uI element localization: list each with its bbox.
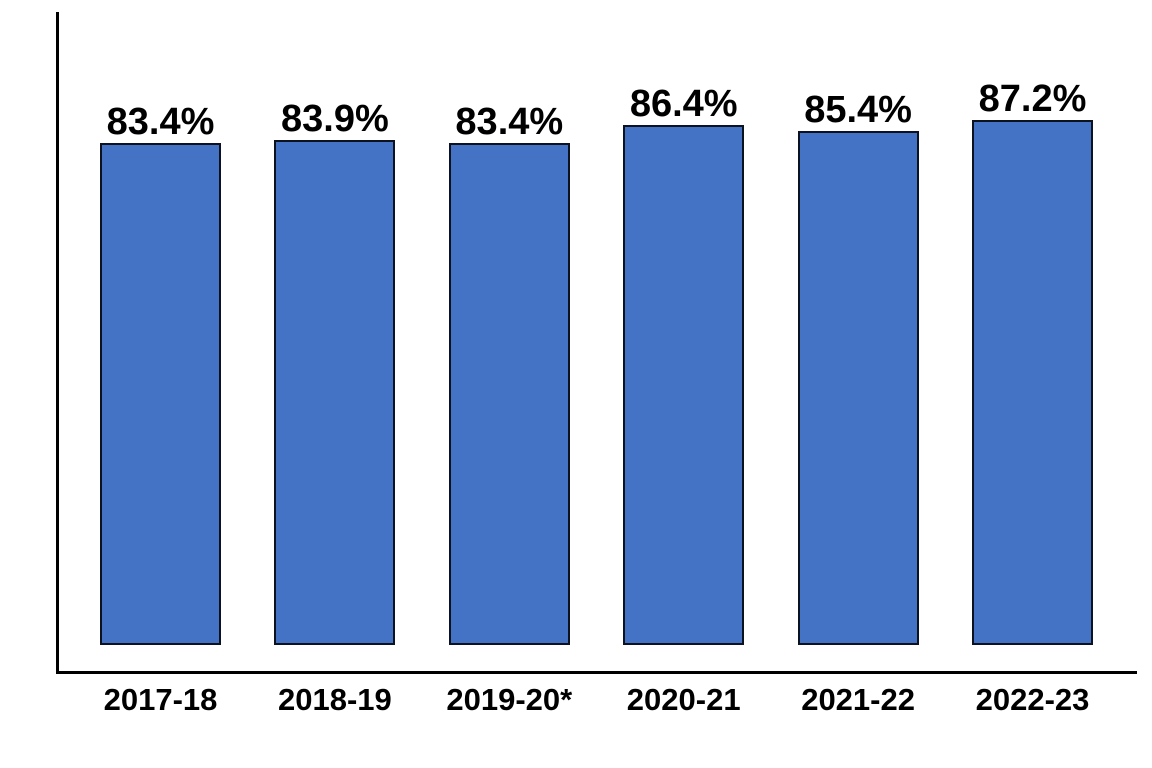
x-axis-category-label: 2021-22 <box>801 682 915 717</box>
bar <box>972 120 1093 645</box>
bar-value-label: 86.4% <box>629 83 738 125</box>
bar <box>274 140 396 645</box>
x-axis-category-label: 2017-18 <box>103 682 218 717</box>
bar <box>797 131 919 645</box>
bar <box>448 143 570 645</box>
y-axis-line <box>56 12 59 674</box>
x-axis-line <box>56 671 1137 674</box>
x-axis-category-label: 2019-20* <box>446 682 573 717</box>
x-axis-category-label: 2020-21 <box>626 682 741 717</box>
bar-value-label: 83.4% <box>106 101 215 143</box>
bar-value-label: 87.2% <box>978 78 1087 120</box>
bar-value-label: 83.4% <box>455 101 564 143</box>
x-axis-category-label: 2022-23 <box>975 682 1090 717</box>
bar <box>623 125 745 645</box>
x-axis-category-label: 2018-19 <box>278 682 392 717</box>
bar <box>100 143 221 645</box>
bar-value-label: 83.9% <box>281 98 389 140</box>
bar-value-label: 85.4% <box>804 89 912 131</box>
